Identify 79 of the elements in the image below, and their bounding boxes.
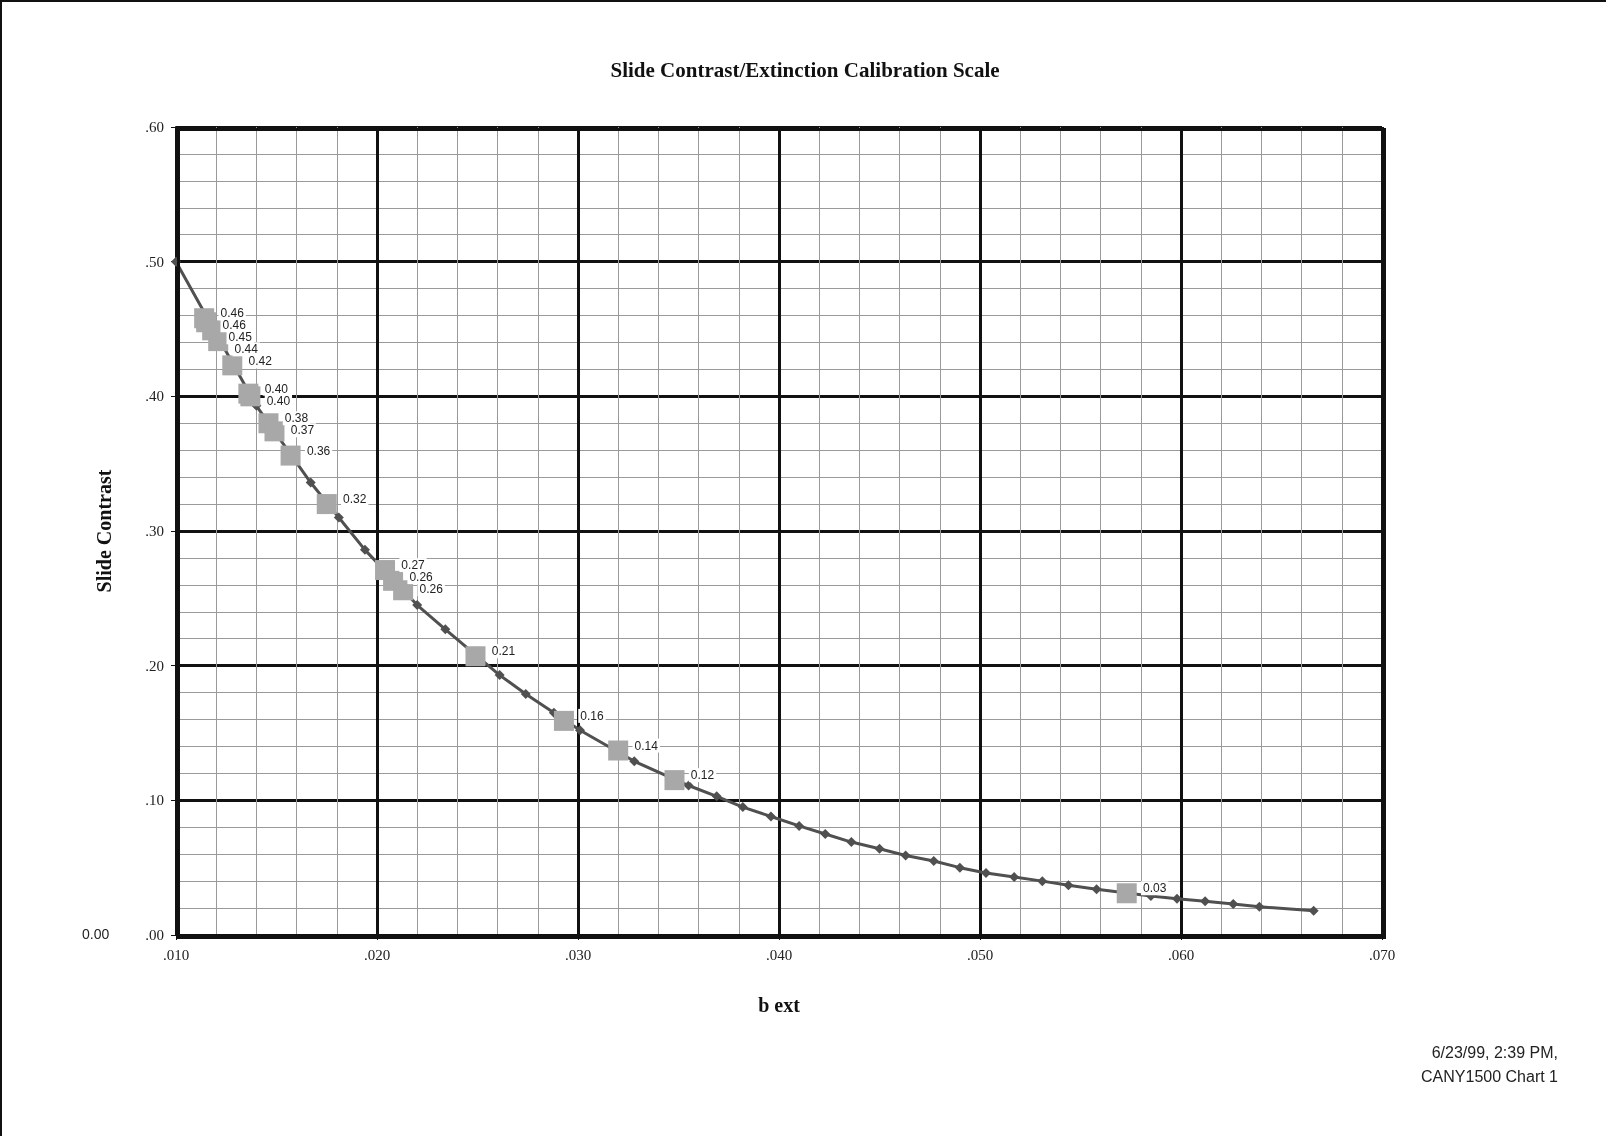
data-label: 0.46 [222,318,247,333]
point [440,624,451,635]
data-label: 0.32 [343,492,367,507]
point [765,811,776,822]
y-tick-label: .50 [145,253,164,270]
data-label: 0.12 [690,768,715,783]
point [1116,883,1137,904]
data-label: 0.27 [401,558,426,573]
point [711,791,722,802]
text: CANY1500 Chart 1 [1421,1067,1559,1085]
y-axis-title: Slide Contrast [93,469,115,593]
point [737,802,748,813]
point [1063,880,1074,891]
x-tick-label: .040 [765,946,793,963]
point [412,600,423,611]
point [316,494,337,515]
point [222,355,243,376]
y-tick-label: .20 [145,657,164,674]
text: 0.00 [82,926,110,942]
x-tick-label: .060 [1167,946,1195,963]
point [553,710,574,731]
point [575,725,586,736]
x-tick-label: .020 [363,946,391,963]
y-tick-label: .00 [145,927,164,943]
point [393,580,414,601]
data-label: 0.45 [228,330,253,345]
data-label: 0.03 [1143,881,1167,896]
data-label: 0.37 [290,423,315,438]
point [794,820,805,831]
data-label: 0.38 [284,411,309,426]
data-label: 0.21 [491,644,516,659]
data-label: 0.14 [634,738,659,753]
x-axis-title: b ext [758,994,801,1016]
x-tick-label: .030 [564,946,592,963]
point [846,837,857,848]
point [1308,905,1319,916]
data-label: 0.36 [306,443,331,458]
y-tick-label: .30 [145,523,164,539]
data-label: 0.46 [220,306,245,321]
data-label: 0.40 [264,381,289,396]
point [608,740,629,761]
point [1009,872,1020,883]
point [1091,884,1102,895]
point [305,477,316,488]
y-tick-label: .60 [145,119,164,135]
point [1200,896,1211,907]
point [494,670,505,681]
point [874,843,885,854]
point [280,445,301,466]
point [954,862,965,873]
point [359,544,370,555]
chart-title: Slide Contrast/Extinction Calibration Scale [610,57,1000,82]
point [683,780,694,791]
y-tick-label: .40 [145,388,164,405]
x-tick-label: .050 [966,946,994,963]
data-label: 0.42 [248,354,273,369]
point [520,688,531,699]
x-tick-label: .010 [162,946,190,963]
data-label: 0.16 [580,708,604,723]
point [664,770,685,791]
point [629,756,640,767]
point [465,646,486,667]
point [333,512,344,523]
y-tick-label: .10 [145,792,164,809]
data-label: 0.40 [266,393,291,408]
text: 6/23/99, 2:39 PM, [1431,1043,1559,1061]
point [1037,876,1048,887]
data-label: 0.26 [419,582,444,597]
data-label: 0.26 [409,570,434,585]
point [981,868,992,879]
point [264,421,285,442]
point [900,850,911,861]
x-tick-label: .070 [1368,946,1396,963]
point [1171,893,1182,904]
point [928,855,939,866]
point [820,829,831,839]
point [1254,901,1265,912]
data-label: 0.44 [234,342,259,357]
point [208,331,229,352]
